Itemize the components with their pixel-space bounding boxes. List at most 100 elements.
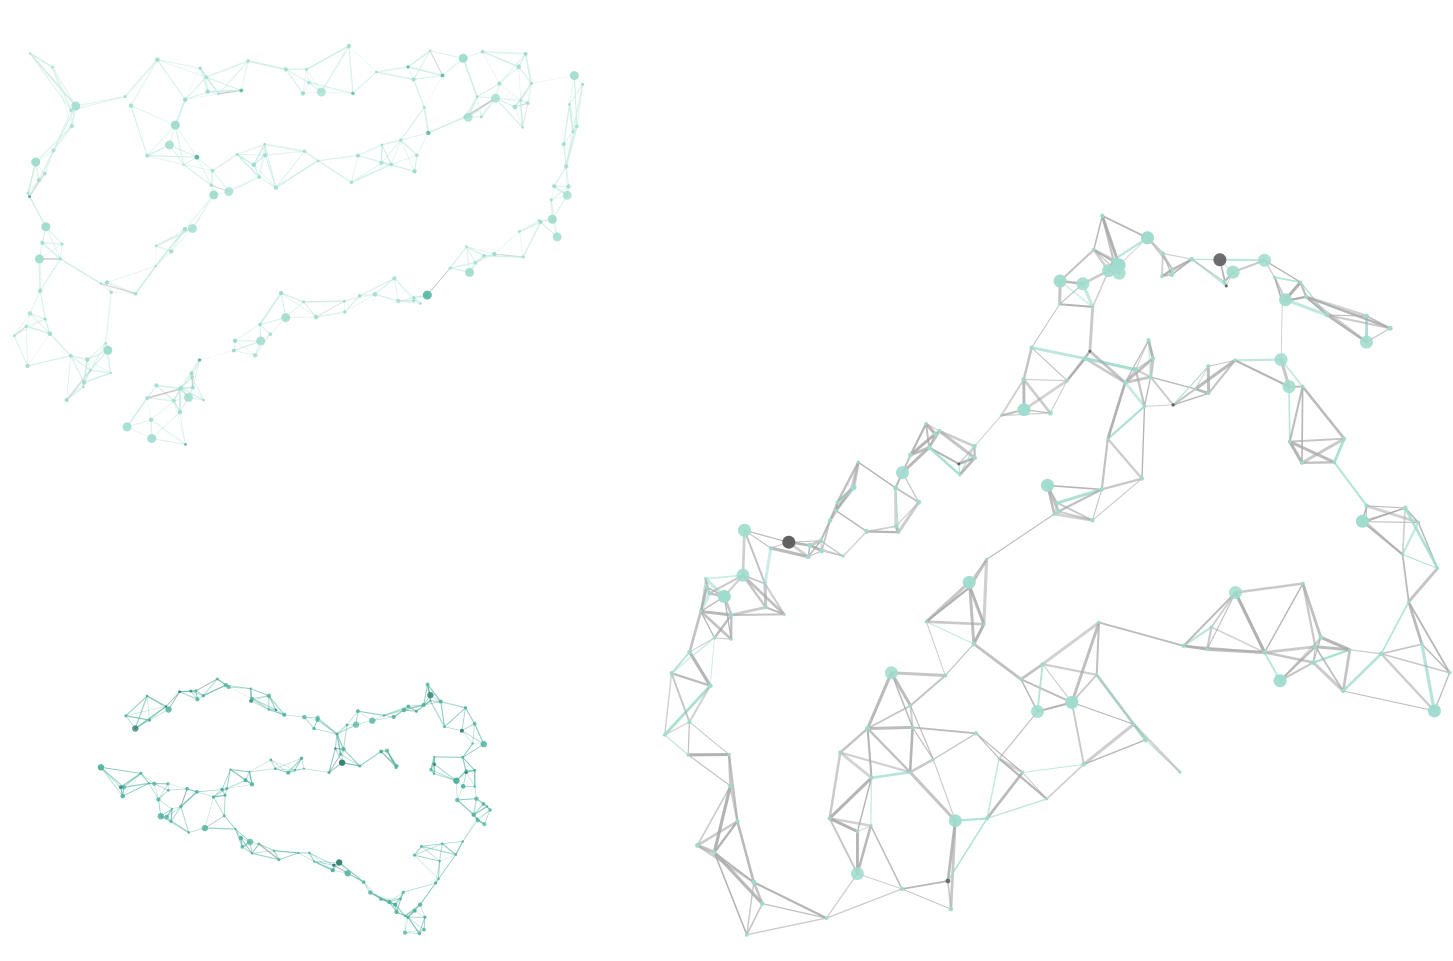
- mesh-edge: [828, 816, 859, 833]
- mesh-edge: [1058, 303, 1094, 308]
- mesh-edge: [1311, 660, 1345, 693]
- mesh-edge: [481, 50, 527, 55]
- mesh-node: [393, 902, 398, 907]
- mesh-node: [827, 816, 832, 821]
- mesh-edge: [1057, 488, 1103, 513]
- mesh-edge: [146, 155, 185, 166]
- mesh-edge: [146, 695, 150, 721]
- mesh-node: [1170, 267, 1175, 271]
- mesh-edge: [1022, 346, 1033, 381]
- mesh-node: [209, 190, 219, 200]
- mesh-node: [122, 422, 132, 432]
- mesh-node: [835, 500, 840, 505]
- mesh-node: [422, 290, 432, 300]
- mesh-node: [704, 577, 708, 581]
- mesh-node: [529, 81, 534, 86]
- mesh-edge: [1088, 349, 1127, 385]
- mesh-edge: [857, 825, 872, 832]
- mesh-node: [997, 757, 1001, 760]
- mesh-node: [971, 641, 977, 647]
- mesh-edge: [1057, 510, 1094, 522]
- mesh-node: [375, 70, 378, 74]
- mesh-node: [571, 130, 575, 134]
- mesh-node: [1355, 514, 1369, 528]
- mesh-edge: [688, 721, 730, 755]
- mesh-node: [432, 762, 437, 767]
- mesh-edge: [565, 165, 568, 196]
- mesh-edge: [223, 794, 226, 817]
- mesh-edge: [838, 751, 873, 780]
- mesh-edge: [29, 173, 46, 197]
- mesh-edge: [1218, 258, 1266, 262]
- mesh-edge: [1300, 461, 1336, 464]
- mesh-edge: [713, 637, 732, 640]
- mesh-edge: [856, 777, 873, 833]
- mesh-edge: [481, 50, 520, 68]
- mesh-edge: [1333, 461, 1368, 507]
- mesh-edge: [1420, 642, 1436, 713]
- mesh-node: [43, 171, 47, 176]
- mesh-edge: [696, 844, 755, 884]
- mesh-edge: [287, 757, 303, 774]
- mesh-edge: [1106, 405, 1146, 441]
- mesh-node: [308, 851, 311, 855]
- mesh-edge: [259, 324, 271, 335]
- mesh-edge: [413, 854, 441, 862]
- mesh-edge: [122, 782, 150, 797]
- mesh-edge: [455, 840, 464, 856]
- mesh-node: [1058, 302, 1062, 306]
- mesh-edge: [761, 902, 828, 919]
- mesh-node: [361, 880, 366, 884]
- mesh-edge: [407, 66, 414, 80]
- mesh-node: [459, 728, 464, 733]
- mesh-node: [169, 249, 174, 254]
- mesh-node: [1091, 305, 1095, 309]
- mesh-edge: [1147, 339, 1152, 378]
- mesh-edge: [728, 753, 739, 823]
- mesh-edge: [39, 258, 61, 292]
- mesh-edge: [664, 721, 691, 736]
- mesh-edge: [343, 295, 361, 302]
- mesh-node: [246, 838, 254, 845]
- mesh-edge: [404, 929, 425, 933]
- mesh-edge: [396, 898, 401, 913]
- mesh-node: [454, 853, 458, 856]
- mesh-edge: [1031, 303, 1061, 349]
- mesh-node: [384, 748, 390, 753]
- mesh-edge: [866, 727, 912, 774]
- mesh-edge: [769, 546, 810, 559]
- mesh-edge: [303, 301, 317, 318]
- mesh-node: [908, 703, 913, 708]
- mesh-edge: [1083, 357, 1127, 384]
- mesh-edge: [168, 788, 188, 791]
- mesh-node: [1206, 364, 1211, 369]
- mesh-edge: [251, 852, 280, 861]
- mesh-node: [1142, 404, 1147, 409]
- mesh-node: [908, 452, 913, 458]
- mesh-node: [735, 819, 740, 824]
- mesh-edge: [158, 799, 173, 810]
- mesh-edge: [184, 93, 219, 100]
- mesh-edge: [400, 132, 429, 141]
- mesh-node: [243, 778, 248, 783]
- mesh-edge: [381, 144, 392, 166]
- mesh-edge: [423, 701, 442, 706]
- mesh-edge: [1106, 381, 1127, 441]
- mesh-edge: [439, 854, 457, 862]
- mesh-edge: [294, 757, 303, 771]
- mesh-node: [763, 581, 767, 586]
- mesh-edge: [400, 139, 416, 172]
- mesh-edge: [393, 277, 415, 302]
- mesh-node: [171, 398, 176, 403]
- mesh-edge: [59, 258, 102, 285]
- mesh-edge: [268, 695, 277, 711]
- mesh-node: [1017, 403, 1031, 417]
- mesh-node: [31, 157, 41, 167]
- mesh-node: [197, 358, 202, 362]
- mesh-node: [257, 175, 261, 179]
- mesh-edge: [39, 290, 46, 320]
- mesh-node: [220, 787, 224, 792]
- mesh-edge: [340, 753, 361, 767]
- mesh-edge: [424, 75, 443, 108]
- mesh-node: [402, 930, 408, 935]
